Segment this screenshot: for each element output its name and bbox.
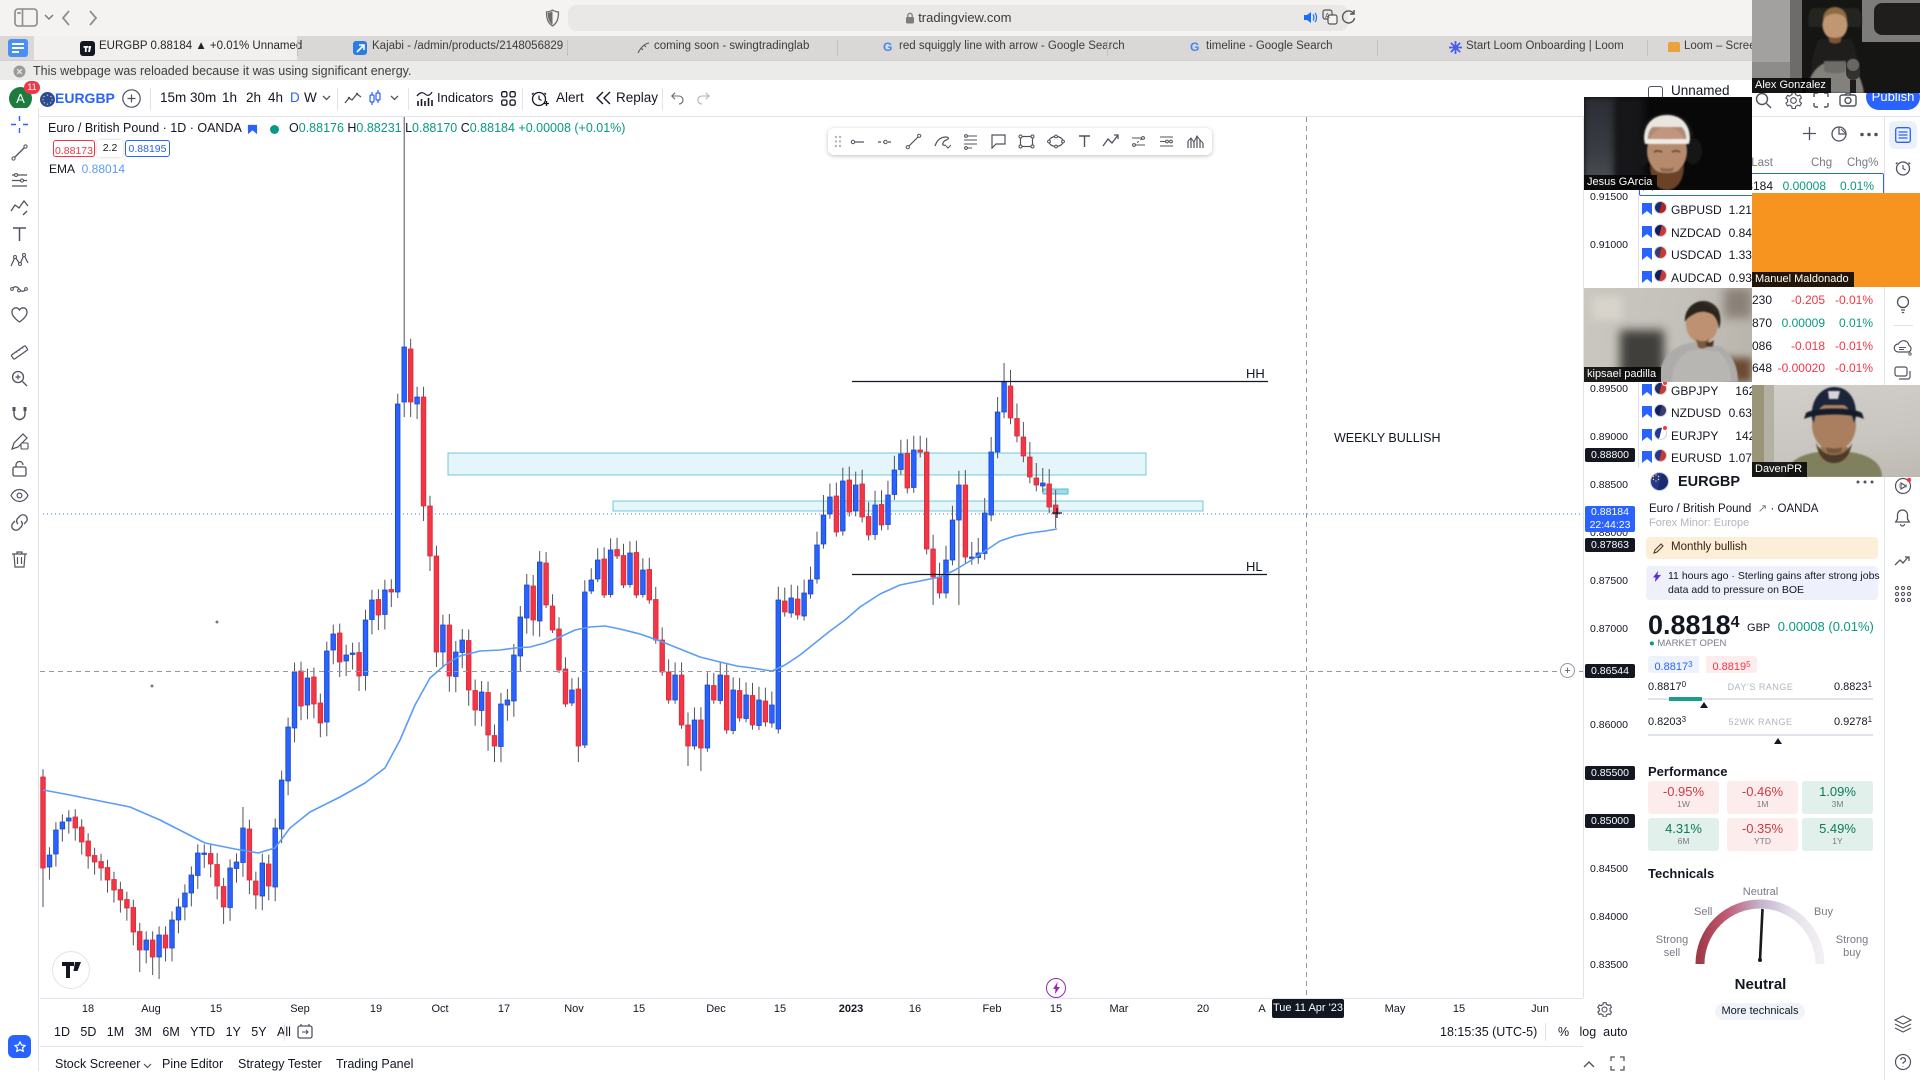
svg-text:A: A: [1325, 13, 1330, 20]
